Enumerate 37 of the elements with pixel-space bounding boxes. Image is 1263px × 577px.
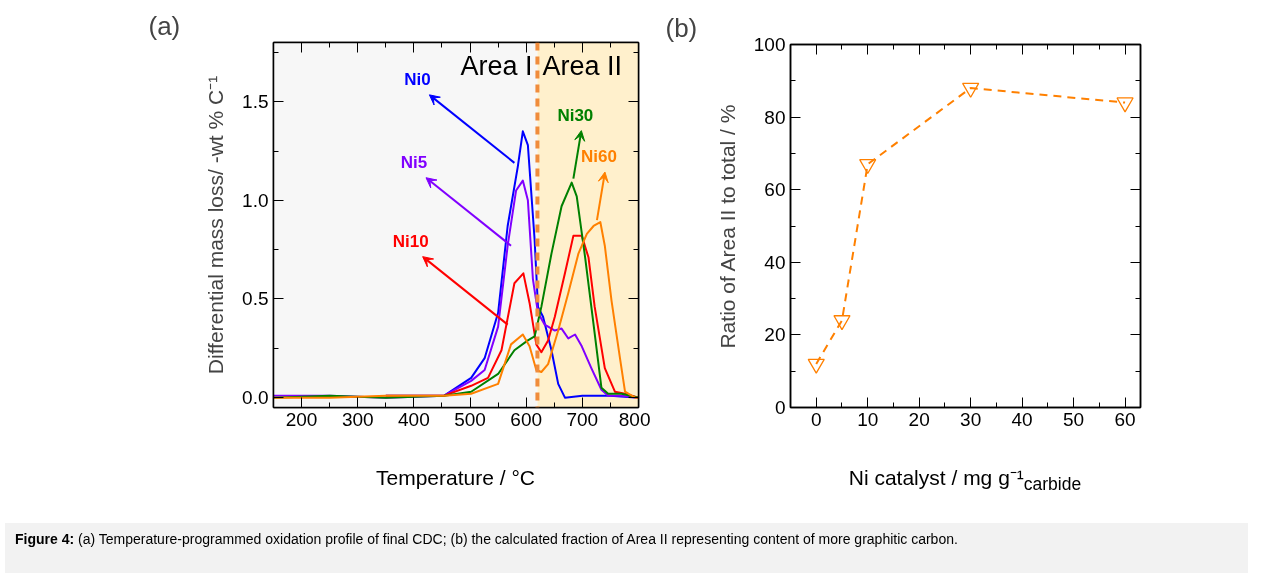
y-axis-title: Ratio of Area II to total / % — [715, 104, 739, 349]
annotation: Ni5 — [400, 152, 428, 172]
annotation: Ni0 — [404, 69, 431, 89]
band-label: Area II — [542, 50, 622, 81]
annotation: Ni60 — [580, 147, 617, 167]
y-tick-label: 1.5 — [242, 91, 269, 113]
x-tick-label: 200 — [285, 408, 318, 430]
x-tick-label: 600 — [510, 408, 543, 430]
x-axis-title: Temperature / °C — [376, 465, 535, 491]
y-tick-label: 0.5 — [242, 288, 269, 310]
x-tick-label: 300 — [341, 408, 374, 430]
band-label: Area I — [460, 50, 533, 81]
y-tick-label: 60 — [764, 179, 786, 201]
x-tick-label: 20 — [908, 408, 930, 430]
x-tick-label: 500 — [454, 408, 486, 430]
x-tick-label: 40 — [1011, 408, 1033, 430]
x-tick-label: 700 — [566, 408, 599, 430]
y-tick-label: 100 — [753, 34, 786, 55]
y-axis-title: Differential mass loss/ -wt % C⁻¹ — [204, 75, 228, 375]
x-tick-label: 60 — [1114, 408, 1136, 430]
x-tick-label: 10 — [857, 408, 879, 430]
y-tick-label: 20 — [764, 324, 786, 346]
chart-title: (a) — [148, 10, 181, 41]
annotation: Ni30 — [557, 105, 594, 125]
y-tick-label: 1.0 — [242, 189, 269, 211]
annotation: Ni10 — [392, 231, 429, 251]
y-tick-label: 0.0 — [242, 387, 269, 409]
y-tick-label: 40 — [764, 251, 786, 273]
y-tick-label: 80 — [764, 106, 786, 128]
x-tick-label: 0 — [810, 408, 822, 430]
x-axis-title: Ni catalyst / mg g⁻¹$_{carbide}$ — [848, 465, 1082, 497]
x-tick-label: 400 — [398, 408, 430, 430]
x-tick-label: 800 — [618, 408, 651, 430]
x-tick-label: 30 — [960, 408, 982, 430]
caption: Figure 4: (a) Temperature-programmed oxidation profile of final CDC; (b) the calculated fraction of Area II representing content of more graphitic carbon. — [15, 530, 958, 549]
x-tick-label: 50 — [1063, 408, 1085, 430]
chart-title: (b) — [665, 12, 698, 43]
